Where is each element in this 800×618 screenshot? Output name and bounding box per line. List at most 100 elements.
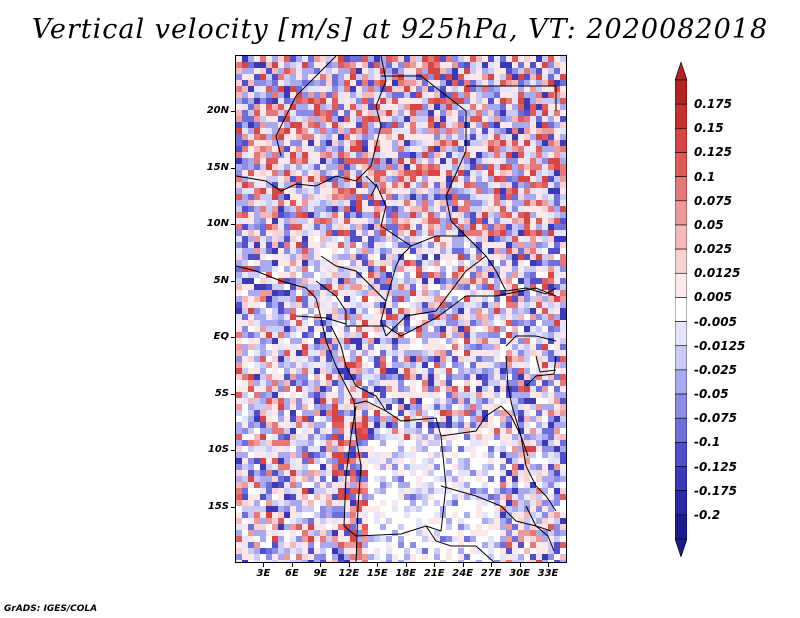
- field-cell: [272, 266, 278, 272]
- field-cell: [362, 488, 368, 494]
- field-cell: [266, 482, 272, 488]
- field-cell: [302, 74, 308, 80]
- field-cell: [296, 164, 302, 170]
- field-cell: [362, 182, 368, 188]
- field-cell: [560, 104, 566, 110]
- field-cell: [554, 254, 560, 260]
- field-cell: [362, 68, 368, 74]
- field-cell: [416, 146, 422, 152]
- field-cell: [296, 152, 302, 158]
- field-cell: [272, 260, 278, 266]
- field-cell: [536, 182, 542, 188]
- field-cell: [452, 62, 458, 68]
- field-cell: [320, 86, 326, 92]
- field-cell: [314, 110, 320, 116]
- field-cell: [452, 524, 458, 530]
- field-cell: [536, 254, 542, 260]
- field-cell: [416, 176, 422, 182]
- field-cell: [290, 386, 296, 392]
- field-cell: [422, 284, 428, 290]
- field-cell: [332, 536, 338, 542]
- field-cell: [362, 404, 368, 410]
- field-cell: [398, 68, 404, 74]
- field-cell: [476, 542, 482, 548]
- field-cell: [410, 488, 416, 494]
- field-cell: [482, 446, 488, 452]
- field-cell: [566, 368, 567, 374]
- field-cell: [290, 410, 296, 416]
- field-cell: [434, 68, 440, 74]
- field-cell: [554, 134, 560, 140]
- field-cell: [290, 242, 296, 248]
- lon-tick: [377, 563, 379, 567]
- field-cell: [560, 86, 566, 92]
- field-cell: [278, 248, 284, 254]
- field-cell: [512, 374, 518, 380]
- field-cell: [296, 536, 302, 542]
- field-cell: [308, 362, 314, 368]
- field-cell: [422, 440, 428, 446]
- field-cell: [506, 440, 512, 446]
- field-cell: [386, 326, 392, 332]
- field-cell: [440, 338, 446, 344]
- field-cell: [338, 350, 344, 356]
- field-cell: [350, 548, 356, 554]
- field-cell: [482, 470, 488, 476]
- field-cell: [560, 242, 566, 248]
- field-cell: [314, 170, 320, 176]
- field-cell: [554, 98, 560, 104]
- field-cell: [380, 320, 386, 326]
- field-cell: [536, 434, 542, 440]
- field-cell: [278, 260, 284, 266]
- field-cell: [566, 386, 567, 392]
- field-cell: [506, 416, 512, 422]
- field-cell: [524, 344, 530, 350]
- field-cell: [458, 266, 464, 272]
- field-cell: [374, 164, 380, 170]
- field-cell: [506, 422, 512, 428]
- field-cell: [440, 182, 446, 188]
- field-cell: [386, 188, 392, 194]
- field-cell: [476, 464, 482, 470]
- field-cell: [434, 452, 440, 458]
- field-cell: [434, 386, 440, 392]
- field-cell: [326, 410, 332, 416]
- field-cell: [302, 152, 308, 158]
- field-cell: [254, 86, 260, 92]
- field-cell: [392, 200, 398, 206]
- field-cell: [248, 140, 254, 146]
- field-cell: [542, 362, 548, 368]
- field-cell: [500, 104, 506, 110]
- field-cell: [332, 398, 338, 404]
- field-cell: [236, 338, 242, 344]
- field-cell: [314, 296, 320, 302]
- field-cell: [506, 458, 512, 464]
- field-cell: [566, 176, 567, 182]
- field-cell: [338, 314, 344, 320]
- field-cell: [434, 428, 440, 434]
- field-cell: [254, 524, 260, 530]
- field-cell: [278, 308, 284, 314]
- field-cell: [536, 242, 542, 248]
- field-cell: [332, 476, 338, 482]
- field-cell: [314, 404, 320, 410]
- field-cell: [344, 536, 350, 542]
- field-cell: [380, 236, 386, 242]
- lat-label: 5S: [214, 387, 229, 399]
- field-cell: [518, 338, 524, 344]
- field-cell: [530, 482, 536, 488]
- field-cell: [404, 212, 410, 218]
- field-cell: [374, 266, 380, 272]
- field-cell: [536, 92, 542, 98]
- field-cell: [344, 350, 350, 356]
- field-cell: [368, 488, 374, 494]
- field-cell: [470, 116, 476, 122]
- field-cell: [554, 236, 560, 242]
- field-cell: [344, 140, 350, 146]
- field-cell: [446, 320, 452, 326]
- field-cell: [374, 398, 380, 404]
- field-cell: [332, 302, 338, 308]
- field-cell: [368, 224, 374, 230]
- field-cell: [242, 428, 248, 434]
- field-cell: [470, 446, 476, 452]
